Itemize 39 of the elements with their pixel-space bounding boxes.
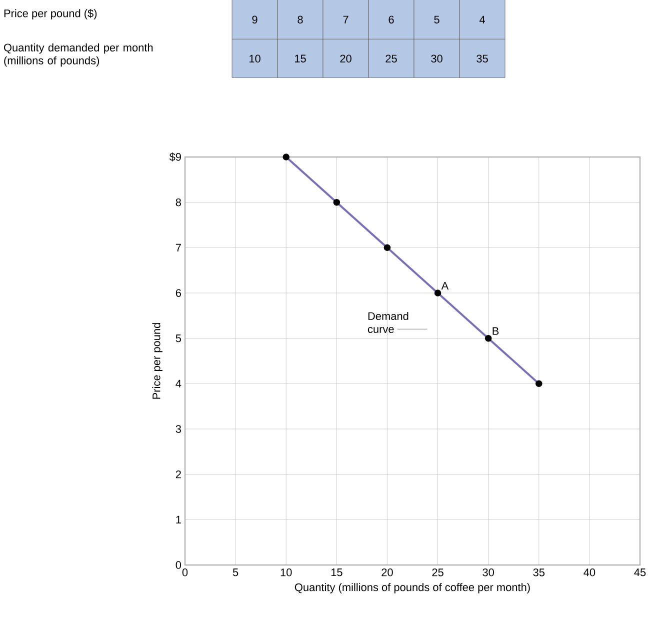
x-tick-label: 30 (482, 568, 494, 576)
text: 4 (479, 16, 485, 24)
y-tick-label: 6 (176, 289, 181, 297)
x-tick-label: 35 (533, 568, 545, 576)
x-tick-label: 20 (382, 568, 393, 576)
text: 6 (388, 16, 394, 24)
text: 9 (252, 16, 258, 24)
text: 10 (250, 54, 260, 62)
x-tick-label: 45 (634, 568, 646, 576)
text: Quantity demanded per month (millions of pounds) (4, 43, 153, 67)
y-tick-label: 2 (176, 470, 181, 478)
x-tick-label: 5 (232, 568, 238, 576)
x-tick-label: 10 (280, 568, 292, 576)
x-tick-label: 40 (584, 568, 596, 576)
y-tick-label: 8 (176, 198, 181, 206)
y-tick-label: 3 (176, 425, 181, 433)
y-tick-label: 1 (176, 516, 181, 524)
y-tick-label: 0 (176, 561, 182, 569)
y-tick-label: 4 (176, 380, 182, 388)
annotation: Demand curve (368, 312, 408, 333)
text: 15 (295, 54, 306, 62)
y-tick-label: $9 (169, 152, 181, 162)
annotation: B (492, 327, 499, 335)
text: 30 (431, 54, 442, 62)
y-axis-title: Price per pound (152, 323, 162, 399)
x-axis-title: Quantity (millions of pounds of coffee per month) (294, 583, 530, 594)
y-tick-label: 7 (176, 244, 181, 252)
y-tick-label: 5 (176, 334, 182, 342)
annotation: A (441, 282, 449, 290)
text: 7 (343, 16, 348, 24)
text: 8 (298, 16, 303, 24)
text: 35 (476, 54, 488, 62)
text: Price per pound ($) (4, 9, 97, 20)
text: 5 (434, 16, 440, 24)
x-tick-label: 0 (182, 568, 188, 576)
text: 25 (386, 54, 397, 62)
x-tick-label: 25 (432, 568, 444, 576)
text: 20 (340, 54, 352, 62)
x-tick-label: 15 (331, 568, 342, 576)
